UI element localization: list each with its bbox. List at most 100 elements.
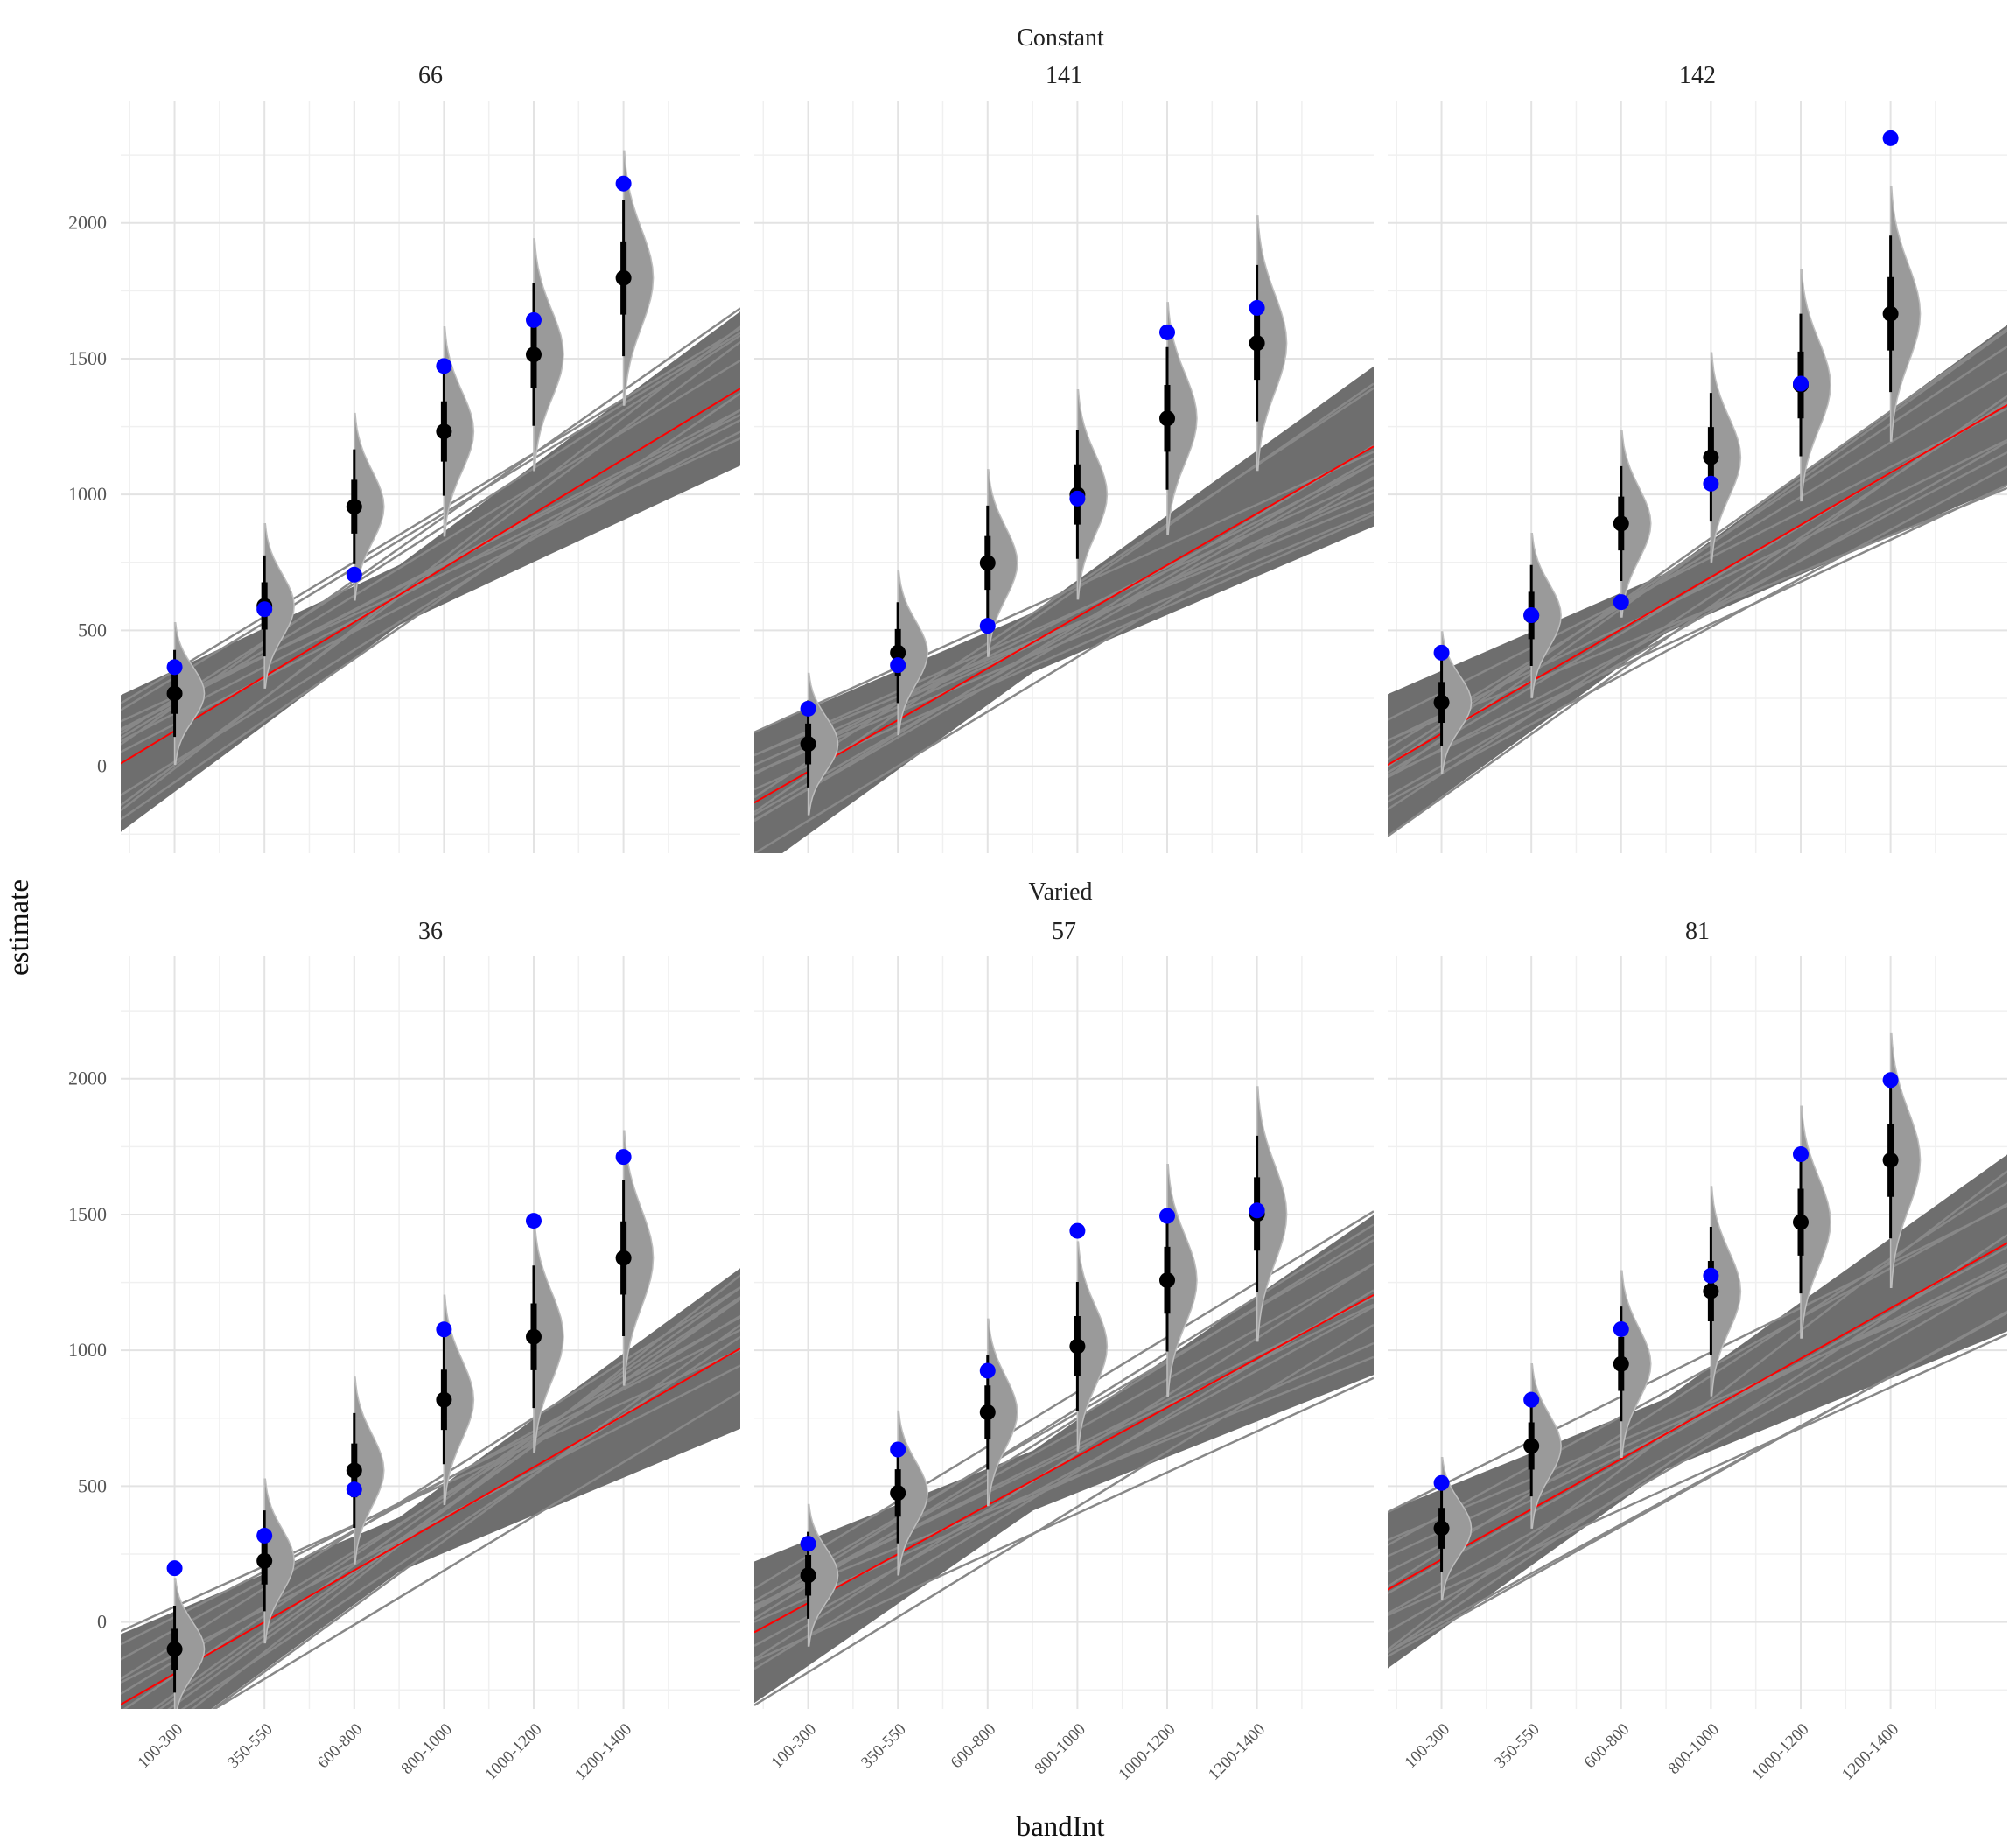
observed-point bbox=[526, 312, 542, 328]
observed-point bbox=[615, 1149, 632, 1166]
density-half-violin bbox=[897, 570, 928, 736]
estimate-point bbox=[346, 1462, 362, 1479]
density-half-violin bbox=[1800, 268, 1831, 502]
y-axis-title: estimate bbox=[4, 879, 35, 976]
observed-point bbox=[1613, 594, 1629, 611]
x-tick-label: 600-800 bbox=[948, 1720, 1000, 1773]
panels-layer: 66 0 500 1000 1500 2000 141 142 36 0 500 1000 1500 20… bbox=[68, 62, 2007, 1784]
posterior-line bbox=[1388, 1264, 2007, 1615]
observed-point bbox=[436, 358, 452, 374]
posterior-line bbox=[754, 462, 1374, 775]
panel-plot-area bbox=[754, 1086, 1374, 1706]
posterior-line bbox=[754, 1223, 1374, 1611]
fit-line bbox=[1388, 403, 2007, 766]
posterior-line bbox=[754, 1341, 1374, 1623]
observed-point bbox=[979, 618, 996, 634]
density-half-violin bbox=[1530, 1363, 1562, 1529]
group-label-varied: Varied bbox=[1028, 878, 1092, 906]
x-tick-label: 350-550 bbox=[1491, 1720, 1544, 1773]
posterior-line bbox=[754, 1289, 1374, 1670]
x-tick-label: 100-300 bbox=[1401, 1720, 1453, 1773]
observed-point bbox=[1249, 1202, 1265, 1219]
estimate-point bbox=[800, 736, 816, 752]
observed-point bbox=[1793, 1146, 1809, 1163]
observed-point bbox=[166, 659, 183, 676]
observed-point bbox=[890, 657, 906, 674]
posterior-line bbox=[121, 409, 740, 796]
density-half-violin bbox=[1710, 1186, 1742, 1396]
posterior-line bbox=[1388, 345, 2007, 760]
x-tick-label: 100-300 bbox=[767, 1720, 820, 1773]
posterior-line bbox=[1388, 1273, 2007, 1633]
posterior-line bbox=[121, 334, 740, 735]
estimate-point bbox=[800, 1567, 816, 1584]
posterior-line bbox=[180, 1335, 740, 1709]
posterior-line bbox=[121, 1348, 740, 1633]
observed-point bbox=[1523, 607, 1540, 624]
estimate-point bbox=[1433, 694, 1450, 710]
y-tick-label: 0 bbox=[97, 755, 107, 777]
panel-141: 141 bbox=[754, 62, 1374, 853]
observed-point bbox=[1882, 1072, 1899, 1088]
density-half-violin bbox=[1076, 1241, 1109, 1452]
estimate-point bbox=[1882, 1152, 1899, 1168]
posterior-line bbox=[754, 387, 1374, 799]
density-half-violin bbox=[173, 1578, 206, 1709]
posterior-line bbox=[754, 1303, 1374, 1607]
density-half-violin bbox=[987, 1318, 1018, 1507]
posterior-line bbox=[121, 307, 740, 746]
panel-label-81: 81 bbox=[1685, 918, 1710, 945]
observed-point bbox=[436, 1321, 452, 1338]
posterior-line bbox=[754, 457, 1374, 816]
y-tick-label: 1500 bbox=[68, 347, 107, 369]
observed-point bbox=[1613, 1320, 1629, 1337]
x-tick-label: 350-550 bbox=[858, 1720, 910, 1773]
panel-label-36: 36 bbox=[418, 918, 443, 945]
estimate-point bbox=[436, 1391, 452, 1408]
posterior-line bbox=[754, 1239, 1374, 1603]
posterior-line bbox=[121, 430, 740, 753]
estimate-point bbox=[1159, 410, 1175, 427]
posterior-line bbox=[754, 1263, 1374, 1660]
estimate-point bbox=[526, 346, 542, 363]
observed-point bbox=[1793, 375, 1809, 392]
estimate-point bbox=[1793, 1214, 1809, 1230]
estimate-point bbox=[890, 644, 906, 661]
observed-point bbox=[1433, 644, 1450, 661]
posterior-line bbox=[121, 1316, 740, 1661]
posterior-line bbox=[1388, 1262, 2007, 1573]
posterior-line bbox=[1388, 1202, 2007, 1546]
x-tick-label: 100-300 bbox=[134, 1720, 186, 1773]
density-half-violin bbox=[1889, 186, 1922, 442]
estimate-point bbox=[1613, 1355, 1629, 1372]
x-tick-label: 800-1000 bbox=[1032, 1720, 1089, 1778]
observed-point bbox=[890, 1441, 906, 1458]
estimate-point bbox=[436, 424, 452, 440]
x-tick-label: 350-550 bbox=[224, 1720, 276, 1773]
y-tick-label: 2000 bbox=[68, 212, 107, 234]
group-label-constant: Constant bbox=[1017, 24, 1104, 52]
posterior-line bbox=[754, 486, 1374, 774]
posterior-line bbox=[754, 1355, 1374, 1606]
posterior-line bbox=[754, 1306, 1374, 1648]
estimate-point bbox=[166, 685, 183, 702]
regression-band bbox=[754, 1214, 1374, 1704]
observed-point bbox=[1249, 299, 1265, 316]
panel-81: 81 100-300 350-550 600-800 800-1000 1000-1200… bbox=[1388, 918, 2007, 1784]
observed-point bbox=[1159, 324, 1175, 340]
observed-point bbox=[1523, 1391, 1540, 1408]
posterior-line bbox=[754, 477, 1374, 757]
panel-plot-area bbox=[1388, 1032, 2007, 1669]
density-half-violin bbox=[1889, 1032, 1922, 1288]
density-half-violin bbox=[443, 326, 475, 537]
estimate-point bbox=[615, 270, 632, 286]
posterior-line bbox=[1388, 438, 2007, 742]
observed-point bbox=[166, 1560, 183, 1577]
posterior-line bbox=[754, 491, 1374, 766]
estimate-point bbox=[1703, 449, 1719, 466]
estimate-point bbox=[166, 1641, 183, 1657]
density-half-violin bbox=[173, 621, 206, 765]
density-half-violin bbox=[443, 1294, 475, 1505]
estimate-point bbox=[1433, 1520, 1450, 1536]
